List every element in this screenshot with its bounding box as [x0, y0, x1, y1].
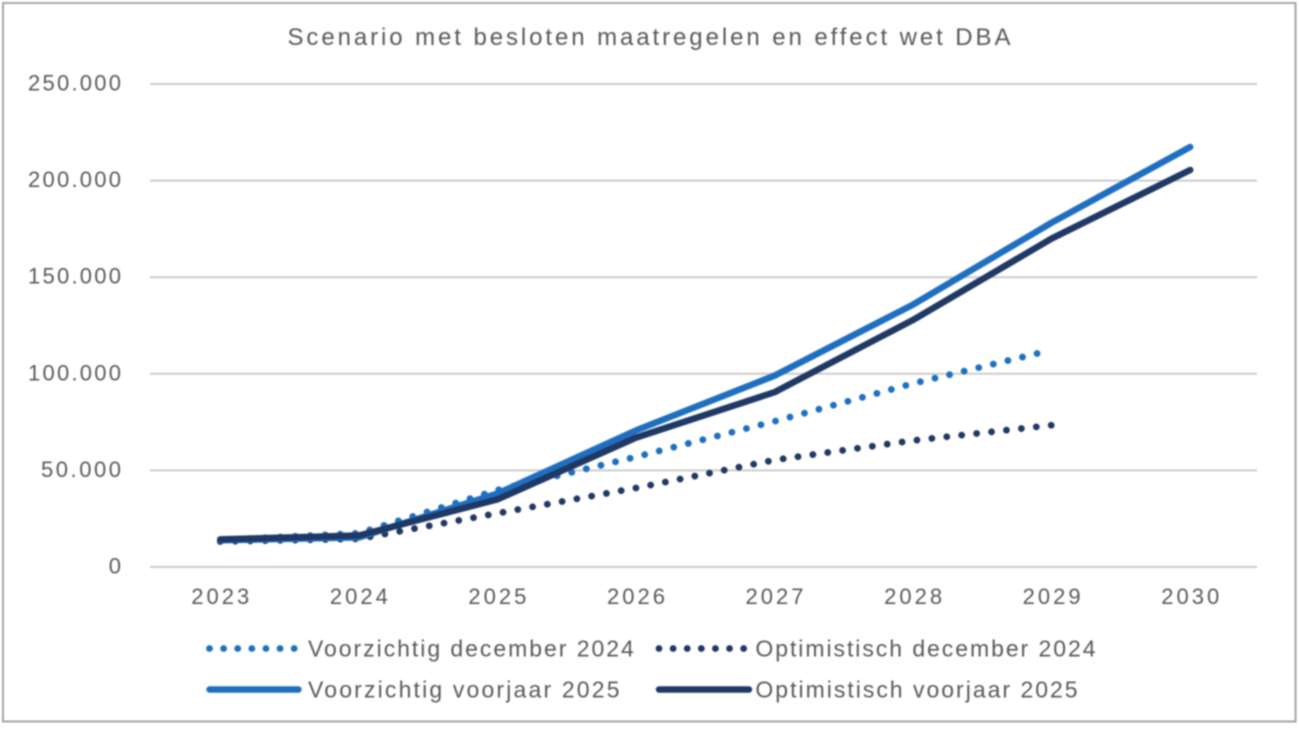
- svg-text:50.000: 50.000: [41, 457, 121, 482]
- svg-text:250.000: 250.000: [28, 71, 121, 96]
- svg-text:Voorzichtig voorjaar 2025: Voorzichtig voorjaar 2025: [308, 677, 620, 703]
- svg-text:Voorzichtig december 2024: Voorzichtig december 2024: [308, 636, 634, 662]
- svg-text:150.000: 150.000: [28, 264, 121, 289]
- svg-text:100.000: 100.000: [28, 360, 121, 385]
- svg-text:200.000: 200.000: [28, 167, 121, 192]
- svg-text:0: 0: [109, 554, 121, 579]
- svg-text:Optimistisch voorjaar 2025: Optimistisch voorjaar 2025: [755, 677, 1077, 703]
- svg-text:Scenario met besloten maatrege: Scenario met besloten maatregelen en eff…: [288, 24, 1011, 51]
